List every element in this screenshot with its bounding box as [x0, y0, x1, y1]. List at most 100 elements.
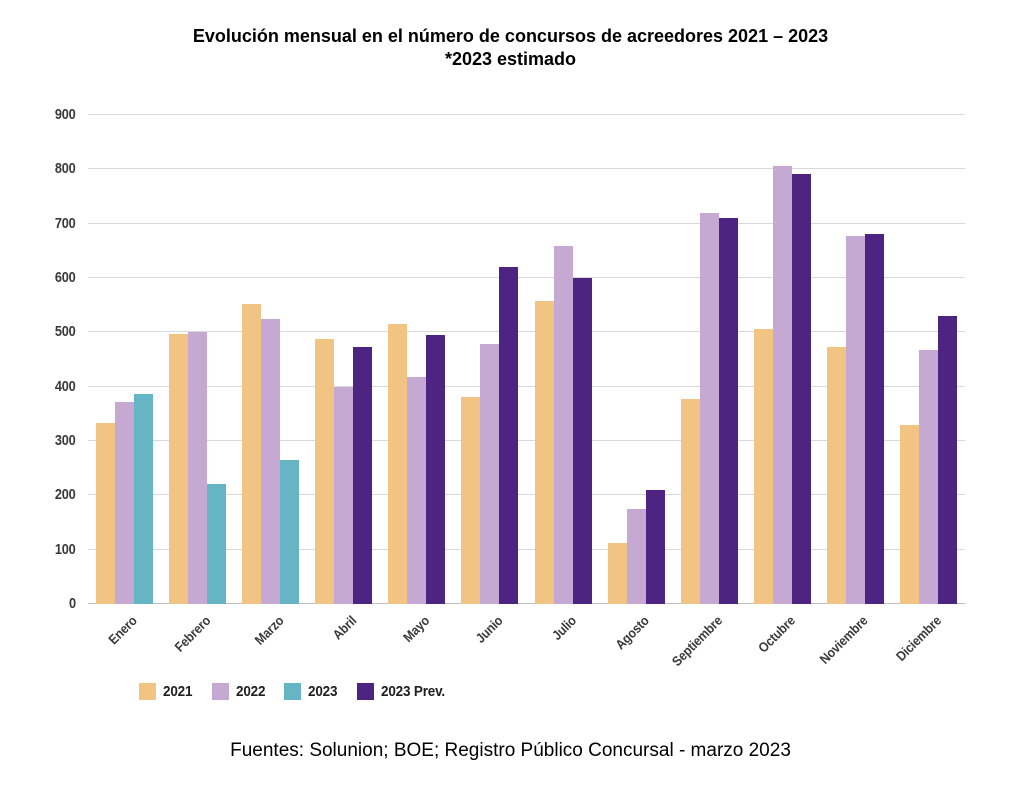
x-cell-agosto: Agosto [600, 604, 673, 682]
bar-group-noviembre [819, 115, 892, 604]
x-tick-label-noviembre: Noviembre [817, 613, 871, 667]
x-cell-marzo: Marzo [234, 604, 307, 682]
gridline-900 [88, 114, 965, 115]
bar-group-diciembre [892, 115, 965, 604]
legend-swatch-2022 [211, 682, 229, 700]
y-tick-label-100: 100 [55, 541, 76, 558]
bar-group-marzo [234, 115, 307, 604]
x-cell-diciembre: Diciembre [892, 604, 965, 682]
x-tick-label-marzo: Marzo [251, 613, 287, 648]
bar-2023-marzo [280, 460, 300, 604]
x-tick-label-diciembre: Diciembre [893, 613, 945, 665]
gridline-400 [88, 385, 965, 387]
x-tick-label-mayo: Mayo [400, 613, 433, 646]
bar-2021-marzo [242, 304, 262, 604]
bar-2021-abril [315, 339, 335, 604]
x-cell-julio: Julio [526, 604, 599, 682]
bar-2022-mayo [407, 377, 427, 604]
x-axis-labels: Enero Febrero Marzo Abril Mayo Junio Julio Agos… [88, 604, 965, 682]
bar-chart: 0 100 200 300 400 500 600 700 800 900 Enero Febrer… [0, 107, 1021, 682]
bar-group-agosto [600, 115, 673, 604]
report-page: Evolución mensual en el número de concur… [0, 26, 1021, 761]
y-tick-label-700: 700 [55, 215, 76, 232]
bar-2023-prev-noviembre [864, 234, 884, 604]
bar-2022-noviembre [845, 236, 865, 604]
legend-item-2023-prev: 2023 Prev. [356, 682, 452, 700]
x-cell-junio: Junio [453, 604, 526, 682]
legend-swatch-2023 [284, 682, 302, 700]
x-tick-label-abril: Abril [329, 613, 360, 643]
bar-group-febrero [161, 115, 234, 604]
bar-group-junio [453, 115, 526, 604]
legend-label-2022: 2022 [235, 682, 265, 700]
y-tick-label-500: 500 [55, 324, 76, 341]
chart-legend: 2021 2022 2023 2023 Prev. [139, 682, 1021, 700]
x-cell-mayo: Mayo [380, 604, 453, 682]
legend-item-2023: 2023 [284, 682, 341, 700]
bar-group-julio [526, 115, 599, 604]
legend-swatch-2021 [139, 682, 156, 700]
bar-2023-febrero [207, 484, 227, 604]
bar-2023-prev-mayo [426, 335, 446, 604]
x-tick-label-octubre: Octubre [755, 613, 798, 656]
bar-2022-diciembre [918, 350, 938, 604]
gridline-100 [88, 548, 965, 550]
bar-2021-septiembre [680, 399, 700, 604]
x-cell-octubre: Octubre [746, 604, 819, 682]
gridline-600 [88, 277, 965, 278]
bar-2022-enero [115, 402, 135, 604]
gridline-700 [88, 222, 965, 224]
bar-2021-octubre [753, 329, 773, 604]
bar-group-septiembre [673, 115, 746, 604]
x-cell-febrero: Febrero [161, 604, 234, 682]
bar-group-abril [307, 115, 380, 604]
x-tick-label-enero: Enero [105, 613, 141, 648]
bar-2023-prev-octubre [791, 174, 811, 604]
bar-2021-enero [96, 423, 116, 604]
chart-title-line2: *2023 estimado [444, 49, 577, 69]
x-tick-label-julio: Julio [548, 613, 579, 644]
y-tick-label-900: 900 [55, 107, 76, 123]
bar-2021-mayo [388, 324, 408, 604]
bar-2021-diciembre [899, 425, 919, 604]
x-tick-label-febrero: Febrero [171, 613, 214, 655]
bar-2023-prev-junio [499, 267, 519, 604]
legend-label-2023-prev: 2023 Prev. [380, 682, 445, 700]
x-cell-enero: Enero [88, 604, 161, 682]
bar-2023-enero [134, 394, 154, 604]
bar-2023-prev-julio [572, 278, 592, 604]
bar-2023-prev-septiembre [718, 218, 738, 604]
x-tick-label-agosto: Agosto [612, 613, 652, 653]
x-cell-noviembre: Noviembre [817, 604, 892, 682]
bar-2022-septiembre [699, 213, 719, 604]
bar-group-octubre [746, 115, 819, 604]
bar-group-enero [88, 115, 161, 604]
bar-2022-octubre [772, 166, 792, 604]
legend-label-2023: 2023 [308, 682, 338, 700]
bar-2021-agosto [607, 543, 627, 604]
legend-item-2022: 2022 [211, 682, 269, 700]
chart-title-line1: Evolución mensual en el número de concur… [192, 26, 829, 46]
legend-label-2021: 2021 [163, 682, 193, 700]
gridline-300 [88, 440, 965, 441]
bar-2022-agosto [626, 509, 646, 604]
y-tick-label-200: 200 [55, 487, 76, 504]
bar-2022-abril [334, 387, 354, 604]
bar-2023-prev-abril [353, 347, 373, 604]
bar-2021-julio [534, 301, 554, 604]
source-caption: Fuentes: Solunion; BOE; Registro Público… [230, 740, 791, 761]
x-cell-abril: Abril [307, 604, 380, 682]
gridline-500 [88, 331, 965, 333]
bar-2021-febrero [169, 334, 189, 604]
gridline-800 [88, 168, 965, 170]
y-tick-label-400: 400 [55, 378, 76, 395]
bar-2021-junio [461, 397, 481, 604]
x-axis-line [88, 603, 965, 604]
legend-item-2021: 2021 [139, 682, 196, 700]
gridline-200 [88, 494, 965, 496]
bar-2022-junio [480, 344, 500, 604]
bar-2022-marzo [261, 319, 281, 604]
bar-2023-prev-diciembre [937, 316, 957, 604]
bar-2022-julio [553, 246, 573, 604]
bar-2022-febrero [188, 332, 208, 604]
